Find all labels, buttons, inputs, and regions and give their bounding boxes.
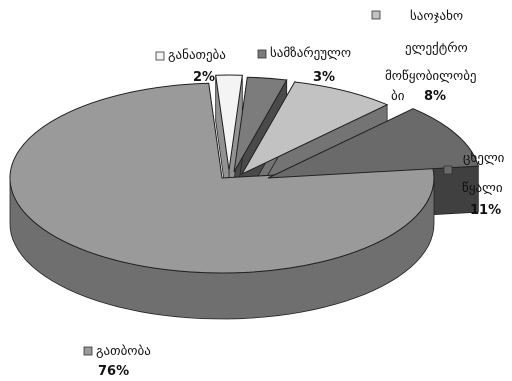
slice-label-lighting: განათება (168, 48, 226, 63)
value-label-lighting: 2% (193, 70, 215, 85)
label-hot-water: ცხელი წყალი 11% (443, 151, 505, 218)
value-label-cooking: 3% (313, 70, 335, 85)
slice-label-appliances-line2: ელექტრო (405, 41, 468, 56)
label-lighting: განათება 2% (155, 48, 226, 85)
label-heating: გათბობა 76% (83, 344, 151, 379)
legend-swatch-hot-water (443, 165, 453, 175)
slice-label-appliances-line3: მოწყობილობე (385, 69, 477, 84)
legend-swatch-cooking (257, 49, 267, 59)
legend-swatch-appliances (371, 10, 381, 20)
slice-label-appliances-line1: საოჯახო (410, 9, 463, 24)
slice-hot_water (267, 108, 479, 179)
slice-label-hot-water-line2: წყალი (462, 181, 503, 196)
slice-lighting (215, 74, 243, 171)
slice-label-cooking: სამზარეულო (270, 46, 351, 61)
slice-label-appliances-line4: ბი (391, 89, 405, 104)
pie-slices (9, 74, 479, 320)
legend-swatch-lighting (155, 51, 165, 61)
legend-swatch-heating (83, 346, 93, 356)
label-appliances: საოჯახო ელექტრო მოწყობილობე ბი 8% (371, 9, 477, 104)
slice-cooking (233, 76, 288, 173)
slice-heating (9, 82, 435, 274)
value-label-appliances: 8% (424, 89, 446, 104)
slice-label-hot-water-line1: ცხელი (463, 151, 505, 166)
slice-appliances (240, 81, 389, 176)
label-cooking: სამზარეულო 3% (257, 46, 351, 85)
slice-label-heating: გათბობა (96, 344, 151, 359)
value-label-heating: 76% (98, 364, 129, 379)
value-label-hot-water: 11% (470, 203, 501, 218)
